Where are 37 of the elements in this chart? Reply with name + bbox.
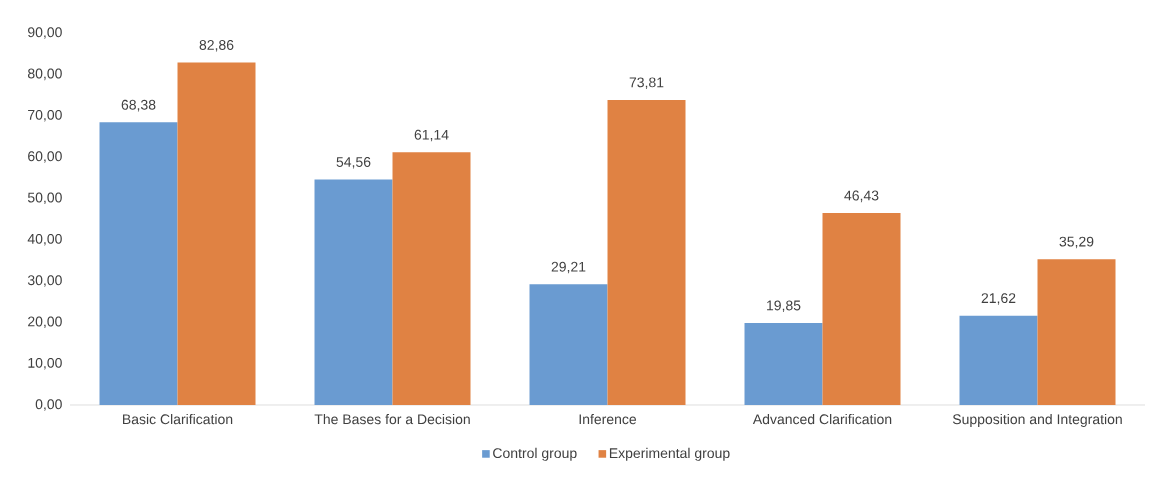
bar [392, 152, 471, 405]
data-label: 29,21 [551, 261, 586, 274]
x-tick-label: Basic Clarification [123, 413, 233, 425]
bar [607, 99, 686, 405]
bar [822, 213, 901, 405]
legend-label: Control group [493, 447, 577, 461]
data-label: 35,29 [1059, 236, 1094, 249]
data-label: 73,81 [629, 77, 664, 89]
data-label: 54,56 [336, 157, 371, 169]
data-label: 19,85 [767, 300, 801, 313]
data-label: 21,62 [981, 293, 1016, 305]
bar [744, 322, 823, 405]
y-tick-label: 50,00 [27, 192, 62, 205]
y-tick-label: 90,00 [28, 27, 62, 39]
y-tick-label: 60,00 [28, 151, 62, 163]
x-tick-label: The Bases for a Decision [314, 413, 470, 425]
data-label: 46,43 [844, 190, 879, 203]
legend-label: Experimental group [609, 447, 730, 461]
bar [314, 179, 393, 405]
data-label: 61,14 [414, 129, 449, 142]
x-tick-label: Supposition and Integration [952, 413, 1122, 427]
bar [529, 284, 608, 405]
y-tick-label: 20,00 [28, 316, 62, 329]
bar [1037, 259, 1116, 405]
bar [99, 122, 178, 405]
data-label: 68,38 [121, 99, 156, 112]
y-tick-label: 30,00 [27, 275, 62, 287]
y-tick-label: 10,00 [28, 357, 62, 370]
bar [959, 315, 1038, 405]
y-tick-label: 40,00 [27, 233, 62, 246]
y-tick-label: 0,00 [35, 399, 62, 411]
y-tick-label: 70,00 [28, 109, 62, 122]
x-tick-label: Inference [579, 413, 637, 425]
bar [177, 62, 256, 405]
data-label: 82,86 [199, 40, 234, 52]
y-tick-label: 80,00 [27, 68, 62, 81]
x-tick-label: Advanced Clarification [752, 413, 892, 425]
